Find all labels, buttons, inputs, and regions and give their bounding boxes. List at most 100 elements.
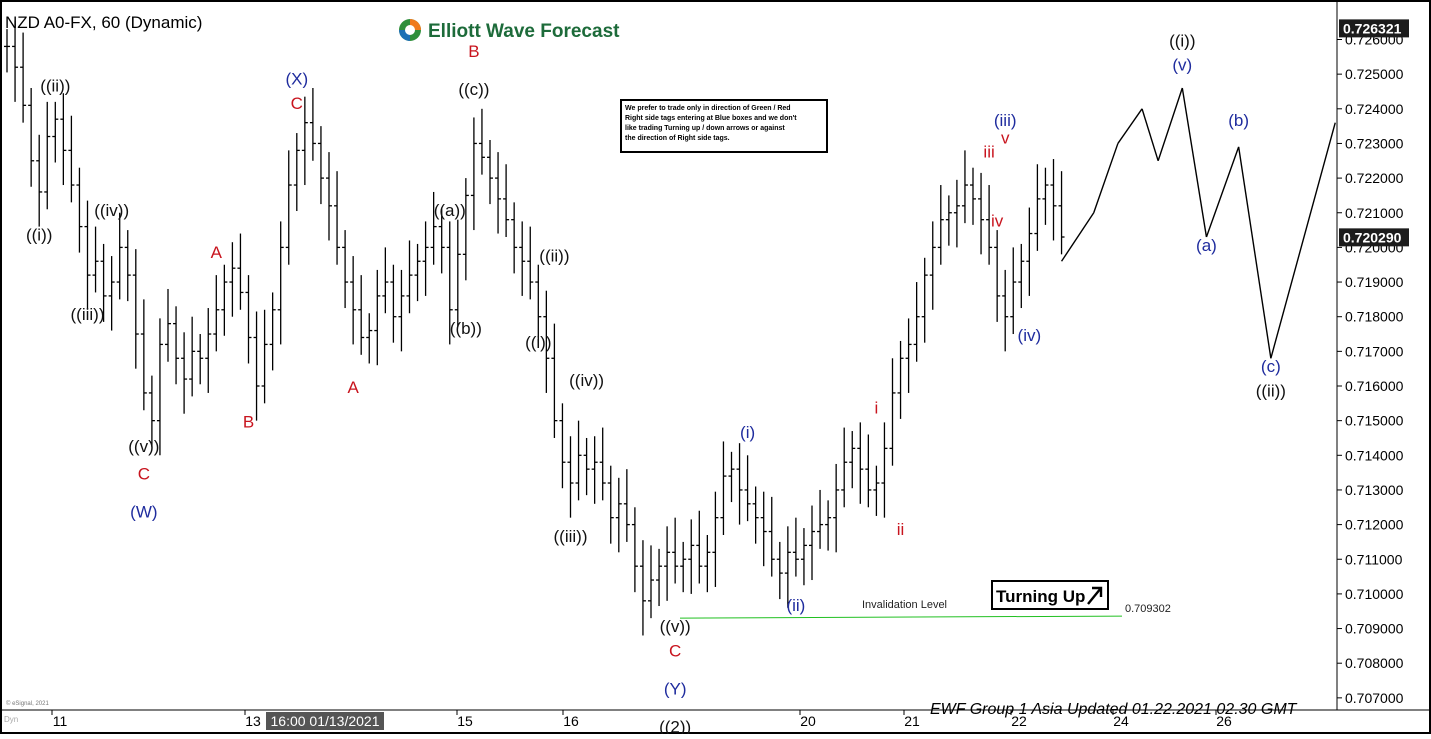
wave-label: (iii) bbox=[994, 111, 1017, 130]
projection-segment bbox=[1117, 108, 1143, 144]
note-line-1: We prefer to trade only in direction of … bbox=[625, 105, 791, 112]
wave-label: (W) bbox=[130, 503, 157, 522]
y-tick-label: 0.722000 bbox=[1345, 170, 1404, 186]
footer-updated: EWF Group 1 Asia Updated 01.22.2021 02.3… bbox=[930, 701, 1298, 718]
projection-path bbox=[1060, 87, 1336, 359]
wave-label: ii bbox=[897, 520, 905, 539]
wave-label: v bbox=[1001, 128, 1010, 147]
projection-segment bbox=[1181, 87, 1208, 238]
price-badge-text: 0.726321 bbox=[1343, 20, 1402, 36]
invalidation-line bbox=[679, 615, 1123, 619]
y-tick-label: 0.710000 bbox=[1345, 586, 1404, 602]
wave-label: ((2)) bbox=[659, 718, 691, 735]
y-tick-label: 0.715000 bbox=[1345, 413, 1404, 429]
invalidation-label: Invalidation Level bbox=[862, 599, 947, 611]
y-tick-label: 0.716000 bbox=[1345, 378, 1404, 394]
price-badge-bg bbox=[1339, 228, 1409, 247]
arrow-up-right-icon bbox=[1087, 586, 1103, 605]
note-box: We prefer to trade only in direction of … bbox=[620, 99, 828, 153]
projection-segment bbox=[1060, 212, 1095, 262]
wave-label: C bbox=[669, 641, 681, 660]
turning-up-box: Turning Up bbox=[991, 580, 1109, 610]
wave-label: A bbox=[347, 378, 359, 397]
y-tick-label: 0.708000 bbox=[1345, 655, 1404, 671]
wave-label: (a) bbox=[1196, 236, 1217, 255]
price-badge-bg bbox=[1339, 19, 1409, 38]
wave-label: ((i)) bbox=[26, 225, 52, 244]
wave-label: ((iv)) bbox=[569, 371, 604, 390]
price-bars bbox=[4, 20, 1065, 636]
x-tick-label: 26 bbox=[1216, 713, 1232, 729]
cursor-label: 16:00 01/13/2021 bbox=[271, 713, 380, 729]
price-badges: 0.726321 0.720290 bbox=[1339, 19, 1409, 247]
note-line-3: like trading Turning up / down arrows or… bbox=[625, 125, 785, 132]
x-axis-ticks: 11 13 15 16 20 21 22 24 26 bbox=[51, 710, 1232, 729]
projection-segment bbox=[1157, 87, 1183, 161]
wave-label: i bbox=[875, 399, 879, 418]
y-tick-label: 0.709000 bbox=[1345, 621, 1404, 637]
y-tick-label: 0.724000 bbox=[1345, 101, 1404, 117]
y-tick-label: 0.707000 bbox=[1345, 690, 1404, 706]
wave-label: ((iv)) bbox=[94, 201, 129, 220]
wave-label: (b) bbox=[1228, 111, 1249, 130]
x-tick-label: 16 bbox=[563, 713, 579, 729]
wave-label: A bbox=[211, 243, 223, 262]
y-tick-label: 0.725000 bbox=[1345, 66, 1404, 82]
wave-label: ((i)) bbox=[1169, 31, 1195, 50]
brand-name: Elliott Wave Forecast bbox=[428, 21, 620, 42]
y-tick-label: 0.714000 bbox=[1345, 447, 1404, 463]
wave-label: C bbox=[291, 94, 303, 113]
wave-label: C bbox=[138, 465, 150, 484]
wave-label: (i) bbox=[740, 423, 755, 442]
x-tick-label: 24 bbox=[1113, 713, 1129, 729]
y-tick-label: 0.712000 bbox=[1345, 517, 1404, 533]
wave-label: (Y) bbox=[664, 679, 687, 698]
wave-label: iv bbox=[991, 212, 1004, 231]
corner-label: Dyn bbox=[4, 715, 18, 724]
x-tick-label: 11 bbox=[53, 713, 68, 729]
invalidation-value: 0.709302 bbox=[1125, 603, 1171, 615]
wave-label: ((ii)) bbox=[40, 76, 70, 95]
copyright: © eSignal, 2021 bbox=[6, 700, 49, 707]
wave-label: iii bbox=[983, 142, 994, 161]
x-tick-label: 21 bbox=[904, 713, 920, 729]
x-tick-label: 20 bbox=[800, 713, 816, 729]
y-axis-ticks: 0.7260000.7250000.7240000.7230000.722000… bbox=[1337, 32, 1404, 706]
projection-segment bbox=[1093, 143, 1119, 213]
x-tick-label: 22 bbox=[1011, 713, 1027, 729]
wave-label: ((b)) bbox=[450, 319, 482, 338]
price-badge-text: 0.720290 bbox=[1343, 229, 1402, 245]
wave-label: ((iii)) bbox=[71, 305, 105, 324]
wave-label: (v) bbox=[1172, 56, 1192, 75]
wave-label: B bbox=[243, 413, 254, 432]
y-tick-label: 0.711000 bbox=[1345, 551, 1403, 567]
wave-label: (X) bbox=[285, 70, 308, 89]
projection-segment bbox=[1205, 146, 1240, 238]
note-line-4: the direction of Right side tags. bbox=[625, 135, 730, 142]
y-tick-label: 0.721000 bbox=[1345, 205, 1404, 221]
wave-label: B bbox=[468, 42, 479, 61]
wave-label: ((iii)) bbox=[554, 527, 588, 546]
wave-label: ((ii)) bbox=[539, 246, 569, 265]
cursor-label-bg bbox=[266, 712, 384, 730]
wave-label: (ii) bbox=[786, 596, 805, 615]
projection-segment bbox=[1270, 122, 1336, 359]
wave-label: ((ii)) bbox=[1256, 381, 1286, 400]
brand-logo: Elliott Wave Forecast bbox=[399, 19, 620, 42]
y-tick-label: 0.719000 bbox=[1345, 274, 1404, 290]
turning-up-label: Turning Up bbox=[996, 587, 1085, 606]
symbol-title: NZD A0-FX, 60 (Dynamic) bbox=[5, 13, 202, 32]
wave-label: ((v)) bbox=[660, 617, 691, 636]
x-tick-label: 13 bbox=[245, 713, 261, 729]
wave-label: ((a)) bbox=[434, 201, 466, 220]
wave-labels: ((ii)) ((i)) ((iv)) ((iii)) ((v)) C (W) A B (X) C A… bbox=[26, 31, 1286, 736]
wave-label: ((v)) bbox=[128, 437, 159, 456]
y-tick-label: 0.717000 bbox=[1345, 343, 1404, 359]
y-tick-label: 0.718000 bbox=[1345, 309, 1404, 325]
projection-segment bbox=[1237, 146, 1272, 359]
y-tick-label: 0.713000 bbox=[1345, 482, 1404, 498]
x-tick-label: 15 bbox=[457, 713, 473, 729]
logo-icon bbox=[399, 19, 421, 41]
